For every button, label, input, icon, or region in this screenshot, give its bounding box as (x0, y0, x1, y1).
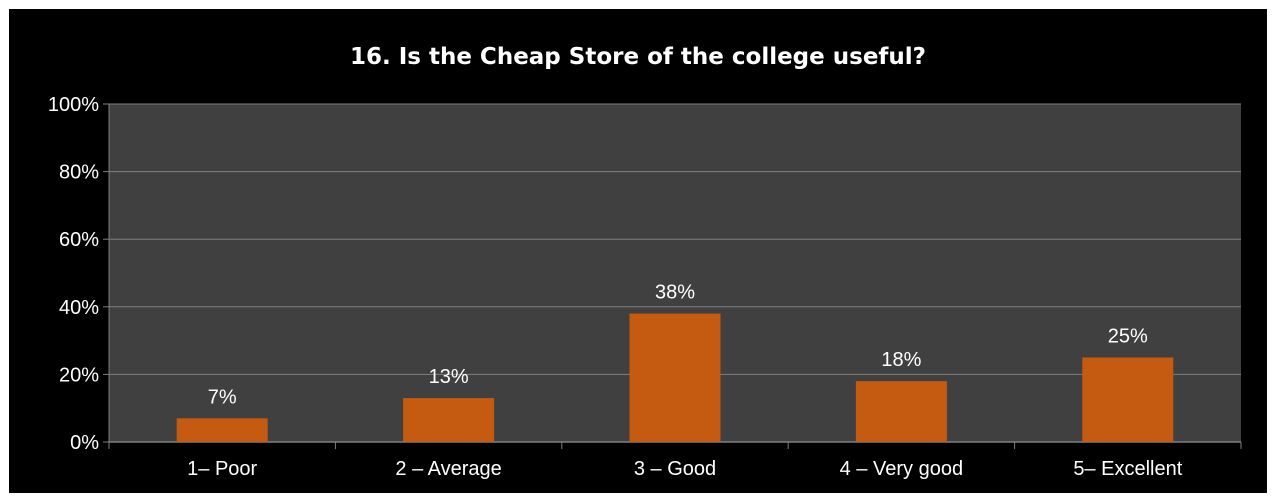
x-tick-label: 5– Excellent (1073, 458, 1182, 480)
x-tick-label: 3 – Good (634, 458, 716, 480)
chart-svg: 0% 20% 40% 60% 80% 100% 7% 1– Poor 13% 2 – Averag… (48, 94, 1242, 480)
data-label: 18% (881, 349, 921, 371)
x-tick-label: 2 – Average (395, 458, 501, 480)
x-tick-label: 4 – Very good (840, 458, 963, 480)
bar-1 (176, 418, 268, 442)
y-tick-label: 40% (59, 297, 99, 319)
data-label: 7% (208, 386, 237, 408)
y-tick-label: 80% (59, 162, 99, 184)
y-tick-label: 60% (59, 229, 99, 251)
y-tick-label: 0% (70, 432, 99, 454)
chart-title: 16. Is the Cheap Store of the college us… (349, 44, 927, 70)
bar-4 (855, 381, 947, 442)
bar-2 (403, 398, 495, 442)
data-label: 38% (655, 282, 695, 304)
bar-3 (629, 313, 721, 442)
y-tick-label: 20% (59, 364, 99, 386)
data-label: 13% (429, 366, 469, 388)
chart-area: 16. Is the Cheap Store of the college us… (9, 9, 1267, 493)
y-tick-label: 100% (48, 94, 99, 116)
bar-5 (1082, 357, 1174, 442)
data-label: 25% (1108, 326, 1148, 348)
x-tick-label: 1– Poor (187, 458, 257, 480)
